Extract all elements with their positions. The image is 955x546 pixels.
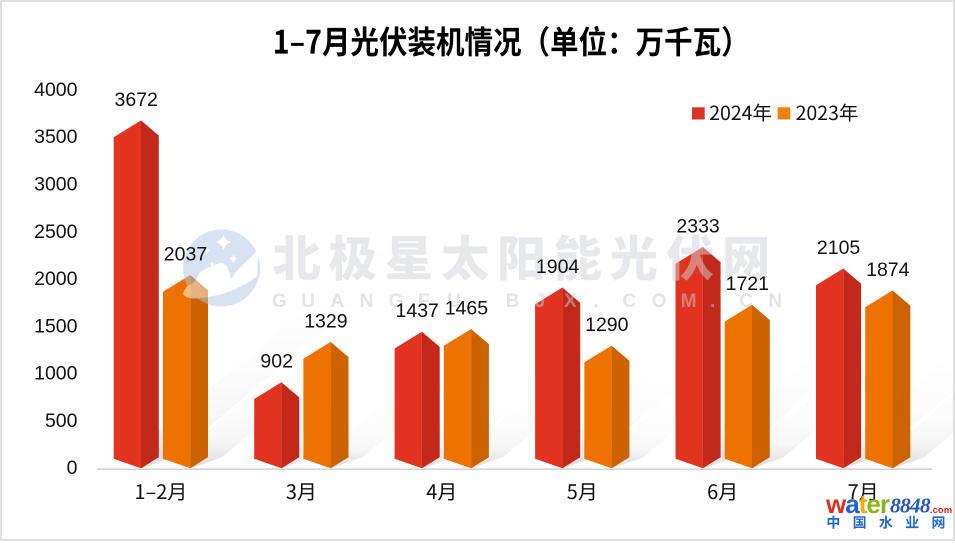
svg-text:2105: 2105 [817,237,861,259]
svg-text:2037: 2037 [164,243,207,265]
svg-text:1904: 1904 [536,256,580,278]
svg-text:3500: 3500 [34,126,78,148]
svg-text:1290: 1290 [585,314,629,336]
svg-text:1437: 1437 [396,300,439,322]
svg-text:3672: 3672 [115,89,158,111]
svg-text:902: 902 [260,351,293,373]
svg-text:1000: 1000 [34,363,78,385]
svg-text:500: 500 [45,410,78,432]
svg-text:1721: 1721 [726,273,769,295]
svg-text:0: 0 [67,457,78,479]
svg-text:3000: 3000 [34,174,78,196]
svg-text:2500: 2500 [34,221,78,243]
svg-text:1465: 1465 [445,297,489,319]
svg-text:4000: 4000 [34,79,78,101]
svg-text:1874: 1874 [866,259,910,281]
svg-text:1500: 1500 [34,315,78,337]
svg-text:1329: 1329 [304,310,347,332]
svg-text:2333: 2333 [676,215,719,237]
svg-text:water: water [825,489,890,519]
svg-text:.com: .com [930,505,952,516]
svg-text:2000: 2000 [34,268,78,290]
svg-text:8848: 8848 [890,494,931,518]
